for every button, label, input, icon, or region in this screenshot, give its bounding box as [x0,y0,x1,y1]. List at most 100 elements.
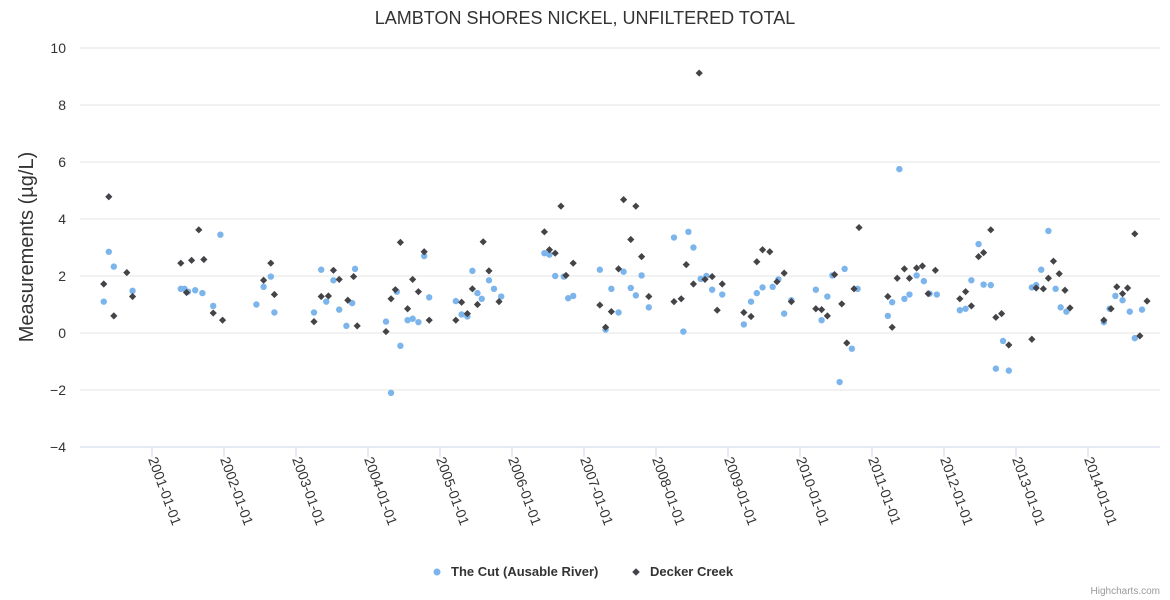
data-point[interactable] [855,223,863,232]
data-point[interactable] [931,266,939,274]
data-point[interactable] [718,280,726,288]
data-point[interactable] [905,274,914,282]
data-point[interactable] [473,300,482,309]
data-point[interactable] [1143,297,1151,305]
data-point[interactable] [1005,341,1013,349]
data-point[interactable] [336,306,343,313]
data-point[interactable] [992,313,1000,321]
data-point[interactable] [414,288,422,296]
data-point[interactable] [485,277,493,284]
data-point[interactable] [387,389,395,397]
data-point[interactable] [1126,308,1133,315]
data-point[interactable] [956,307,964,314]
data-point[interactable] [608,285,615,293]
data-point[interactable] [780,269,788,277]
data-point[interactable] [348,299,356,307]
data-point[interactable] [1032,284,1040,292]
data-point[interactable] [182,288,191,297]
data-point[interactable] [596,266,604,273]
data-point[interactable] [1057,304,1064,311]
data-point[interactable] [1119,297,1126,304]
data-point[interactable] [1045,227,1052,235]
data-point[interactable] [545,246,554,254]
data-point[interactable] [747,298,755,305]
data-point[interactable] [409,315,416,322]
data-point[interactable] [901,295,908,302]
data-point[interactable] [753,289,760,297]
data-point[interactable] [404,316,411,324]
data-point[interactable] [546,251,553,258]
data-point[interactable] [270,290,278,299]
data-point[interactable] [974,253,983,261]
data-point[interactable] [330,277,337,284]
data-point[interactable] [128,292,137,301]
data-point[interactable] [615,309,622,316]
data-point[interactable] [1049,257,1058,265]
data-point[interactable] [498,293,505,300]
data-point[interactable] [123,268,131,277]
data-point[interactable] [913,272,920,279]
data-point[interactable] [830,270,839,279]
data-point[interactable] [769,283,776,291]
data-point[interactable] [627,284,634,292]
data-point[interactable] [267,259,275,267]
data-point[interactable] [323,298,330,305]
data-point[interactable] [685,228,692,236]
data-point[interactable] [177,259,185,267]
data-point[interactable] [1124,284,1132,292]
data-point[interactable] [967,302,975,310]
data-point[interactable] [697,275,704,283]
data-point[interactable] [632,292,640,299]
data-point[interactable] [906,291,913,298]
data-point[interactable] [100,280,108,288]
data-point[interactable] [485,267,493,275]
data-point[interactable] [968,277,975,284]
data-point[interactable] [823,312,831,320]
data-point[interactable] [267,273,274,280]
data-point[interactable] [1131,230,1139,238]
data-point[interactable] [962,305,969,312]
data-point[interactable] [645,292,653,301]
data-point[interactable] [105,193,113,201]
data-point[interactable] [343,322,350,330]
data-point[interactable] [888,299,896,306]
data-point[interactable] [740,308,748,317]
data-point[interactable] [824,293,831,300]
data-point[interactable] [780,310,788,317]
data-point[interactable] [100,298,107,305]
data-point[interactable] [627,235,635,244]
data-point[interactable] [1107,305,1115,313]
data-point[interactable] [353,322,361,330]
data-point[interactable] [620,268,627,275]
data-point[interactable] [1131,334,1139,342]
data-point[interactable] [540,228,548,236]
data-point[interactable] [884,292,892,301]
data-point[interactable] [1066,304,1074,312]
data-point[interactable] [836,378,843,386]
data-point[interactable] [351,265,359,273]
data-point[interactable] [607,308,615,316]
data-point[interactable] [551,249,559,257]
data-point[interactable] [463,310,471,318]
data-point[interactable] [387,295,395,303]
data-point[interactable] [719,291,726,298]
data-point[interactable] [210,302,217,310]
data-point[interactable] [753,258,761,266]
data-point[interactable] [998,310,1006,318]
data-point[interactable] [329,266,338,274]
data-point[interactable] [1061,286,1069,294]
data-point[interactable] [1113,283,1121,291]
data-point[interactable] [478,295,485,302]
data-point[interactable] [260,283,267,291]
data-point[interactable] [620,196,628,204]
credits-link[interactable]: Highcharts.com [1091,586,1160,597]
data-point[interactable] [638,272,645,279]
data-point[interactable] [888,323,896,331]
data-point[interactable] [557,202,565,210]
data-point[interactable] [850,285,858,293]
data-point[interactable] [740,321,748,328]
data-point[interactable] [980,249,988,257]
data-point[interactable] [980,281,987,288]
data-point[interactable] [918,262,926,270]
data-point[interactable] [987,226,995,234]
